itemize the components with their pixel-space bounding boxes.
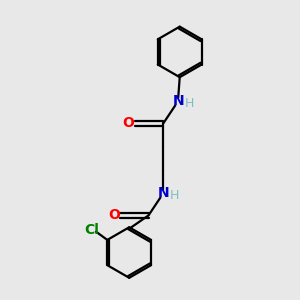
Text: N: N <box>158 186 169 200</box>
Text: N: N <box>172 94 184 108</box>
Text: H: H <box>170 189 179 202</box>
Text: O: O <box>108 208 120 222</box>
Text: H: H <box>185 97 194 110</box>
Text: O: O <box>123 116 134 130</box>
Text: Cl: Cl <box>84 223 99 237</box>
